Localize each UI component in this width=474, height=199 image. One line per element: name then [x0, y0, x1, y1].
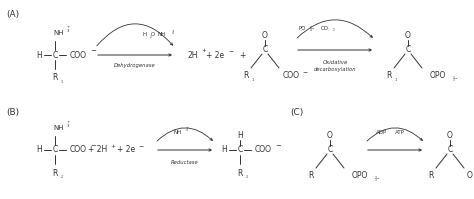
Text: $_3^+$: $_3^+$ — [66, 25, 72, 35]
Text: +: + — [201, 49, 206, 54]
Text: + 2e: + 2e — [206, 51, 224, 60]
Text: $_1$: $_1$ — [251, 76, 255, 84]
Text: R: R — [428, 172, 434, 180]
Text: $_1$: $_1$ — [394, 76, 398, 84]
Text: H: H — [36, 145, 42, 154]
Text: $_2$: $_2$ — [149, 33, 153, 41]
Text: R: R — [52, 169, 58, 178]
Text: C: C — [328, 145, 333, 154]
Text: OPO: OPO — [352, 172, 368, 180]
Text: $_3^{2-}$: $_3^{2-}$ — [452, 75, 458, 85]
Text: NH: NH — [174, 130, 182, 135]
Text: Dehydrogenase: Dehydrogenase — [114, 62, 156, 67]
Text: R: R — [237, 169, 243, 178]
Text: O: O — [405, 30, 411, 39]
Text: COO: COO — [283, 71, 300, 81]
Text: $_3^+$: $_3^+$ — [66, 120, 72, 130]
Text: H: H — [237, 131, 243, 139]
Text: O: O — [262, 30, 268, 39]
Text: −: − — [138, 143, 143, 148]
Text: C: C — [52, 145, 58, 154]
Text: O: O — [467, 172, 473, 180]
Text: + 2H: + 2H — [88, 145, 108, 154]
Text: C: C — [237, 145, 243, 154]
Text: CO: CO — [321, 25, 329, 30]
Text: NH: NH — [54, 125, 64, 131]
Text: $_4^{2-}$: $_4^{2-}$ — [309, 25, 316, 35]
Text: COO: COO — [70, 51, 86, 60]
Text: ADP: ADP — [376, 130, 388, 135]
Text: NH: NH — [54, 30, 64, 36]
Text: R: R — [243, 71, 249, 81]
Text: $_2$: $_2$ — [60, 173, 64, 181]
Text: ATP: ATP — [395, 130, 405, 135]
Text: $_4^+$: $_4^+$ — [185, 126, 190, 135]
Text: −: − — [90, 143, 96, 149]
Text: OPO: OPO — [430, 71, 446, 81]
Text: H: H — [221, 145, 227, 154]
Text: C: C — [263, 46, 268, 55]
Text: Reductase: Reductase — [171, 160, 199, 165]
Text: −: − — [90, 48, 96, 54]
Text: +: + — [239, 51, 245, 60]
Text: 2H: 2H — [188, 51, 198, 60]
Text: C: C — [52, 51, 58, 60]
Text: COO: COO — [255, 145, 272, 154]
Text: decarboxylation: decarboxylation — [314, 67, 356, 72]
Text: $_2$: $_2$ — [332, 26, 336, 34]
Text: −: − — [228, 49, 233, 54]
Text: R: R — [52, 73, 58, 83]
Text: (B): (B) — [6, 108, 19, 117]
Text: H: H — [36, 51, 42, 60]
Text: −: − — [275, 143, 281, 149]
Text: +: + — [110, 143, 115, 148]
Text: C: C — [447, 145, 453, 154]
Text: O: O — [447, 131, 453, 139]
Text: O: O — [327, 131, 333, 139]
Text: O: O — [151, 32, 155, 37]
Text: H: H — [143, 32, 147, 37]
Text: $_4^+$: $_4^+$ — [171, 28, 176, 37]
Text: NH: NH — [158, 32, 166, 37]
Text: PO: PO — [298, 25, 306, 30]
Text: + 2e: + 2e — [117, 145, 135, 154]
Text: $_2$: $_2$ — [245, 173, 249, 181]
Text: $_3^{2-}$: $_3^{2-}$ — [374, 175, 381, 185]
Text: −: − — [302, 69, 307, 74]
Text: (C): (C) — [290, 108, 303, 117]
Text: R: R — [386, 71, 392, 81]
Text: C: C — [405, 46, 410, 55]
Text: $_1$: $_1$ — [60, 78, 64, 86]
Text: Oxidative: Oxidative — [322, 60, 347, 64]
Text: R: R — [308, 172, 314, 180]
Text: (A): (A) — [6, 10, 19, 19]
Text: COO: COO — [70, 145, 86, 154]
